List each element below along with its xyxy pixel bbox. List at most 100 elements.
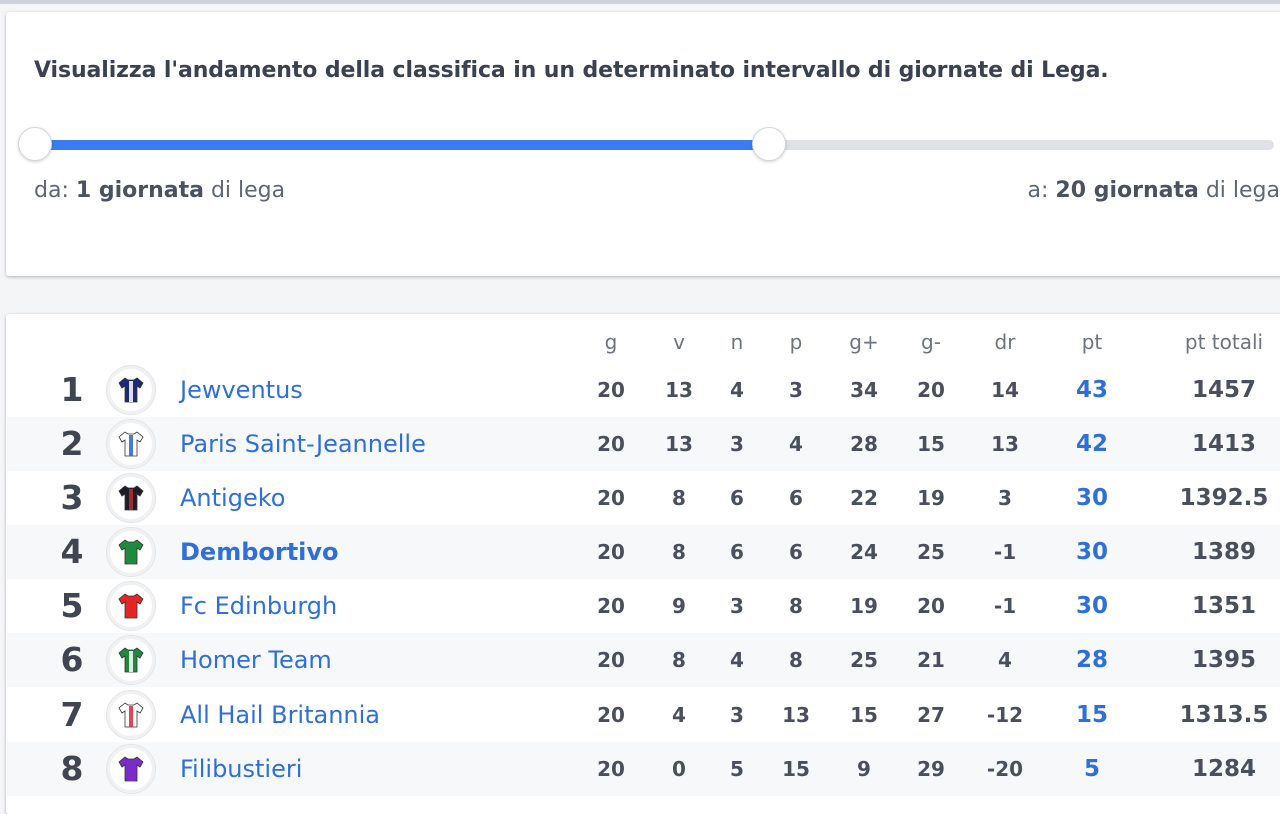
cell-col-n: 6 [730,486,744,510]
shirt-icon [118,539,144,565]
cell-col-ga: 19 [917,486,945,510]
range-slider-start-handle[interactable] [18,127,52,161]
cell-col-gf: 22 [850,486,878,510]
cell-col-v: 9 [672,594,686,618]
cell-col-p: 8 [789,594,803,618]
team-shirt-icon[interactable] [106,419,156,469]
cell-col-v: 8 [672,486,686,510]
cell-col-gf: 24 [850,540,878,564]
cell-col-gf: 15 [850,703,878,727]
team-name-link[interactable]: Filibustieri [180,755,303,783]
cell-col-pt-totali: 1457 [1191,377,1256,403]
rank-number: 7 [60,695,84,734]
cell-col-ga: 25 [917,540,945,564]
range-slider-track[interactable] [34,140,1274,150]
shirt-icon [118,756,144,782]
cell-col-pt-totali: 1413 [1191,431,1256,457]
cell-col-g: 20 [597,594,625,618]
cell-col-ga: 21 [917,648,945,672]
cell-col-p: 6 [789,540,803,564]
header-col-ga[interactable]: g- [921,330,941,354]
team-shirt-icon[interactable] [106,635,156,685]
header-col-p[interactable]: p [789,330,803,354]
shirt-icon [118,377,144,403]
table-row[interactable]: 2 Paris Saint-Jeannelle 20 13 3 4 28 15 13 42 1413 [7,417,1280,471]
rank-number: 3 [60,478,84,517]
team-shirt-icon[interactable] [106,744,156,794]
team-shirt-icon[interactable] [106,690,156,740]
range-slider-end-handle[interactable] [752,127,786,161]
header-col-v[interactable]: v [673,330,685,354]
team-name-link[interactable]: Jewventus [180,376,303,404]
team-shirt-icon[interactable] [106,581,156,631]
cell-col-dr: 3 [998,486,1012,510]
cell-col-dr: -20 [986,757,1024,781]
team-name-link[interactable]: Dembortivo [180,538,339,566]
team-name-link[interactable]: Antigeko [180,484,286,512]
cell-col-pt: 28 [1075,647,1108,673]
cell-col-n: 3 [730,703,744,727]
cell-col-v: 4 [672,703,686,727]
table-row[interactable]: 7 All Hail Britannia 20 4 3 13 15 27 -12 15 1313.5 [7,688,1280,742]
cell-col-pt-totali: 1389 [1191,539,1256,565]
table-row[interactable]: 5 Fc Edinburgh 20 9 3 8 19 20 -1 30 1351 [7,579,1280,633]
cell-col-pt: 42 [1075,431,1108,457]
cell-col-g: 20 [597,486,625,510]
cell-col-pt: 43 [1075,377,1108,403]
cell-col-v: 13 [665,378,693,402]
cell-col-pt-totali: 1284 [1191,756,1256,782]
cell-col-n: 3 [730,594,744,618]
range-from-label: da: 1 giornata di lega [34,178,286,203]
cell-col-ga: 27 [917,703,945,727]
cell-col-dr: 13 [991,432,1019,456]
team-name-link[interactable]: All Hail Britannia [180,701,381,729]
shirt-icon [118,702,144,728]
cell-col-g: 20 [597,378,625,402]
table-row[interactable]: 8 Filibustieri 20 0 5 15 9 29 -20 5 1284 [7,742,1280,796]
cell-col-p: 4 [789,432,803,456]
range-headline: Visualizza l'andamento della classifica … [34,58,1109,83]
cell-col-dr: -1 [993,540,1017,564]
cell-col-gf: 25 [850,648,878,672]
shirt-icon [118,647,144,673]
cell-col-p: 3 [789,378,803,402]
cell-col-pt: 5 [1083,756,1100,782]
header-col-gf[interactable]: g+ [849,330,879,354]
cell-col-pt-totali: 1392.5 [1179,485,1269,511]
cell-col-dr: -1 [993,594,1017,618]
table-row[interactable]: 3 Antigeko 20 8 6 6 22 19 3 30 1392.5 [7,471,1280,525]
range-to-label: a: 20 giornata di lega [1027,178,1280,203]
cell-col-v: 13 [665,432,693,456]
rank-number: 1 [60,370,84,409]
cell-col-g: 20 [597,703,625,727]
table-row[interactable]: 1 Jewventus 20 13 4 3 34 20 14 43 1457 [7,363,1280,417]
team-shirt-icon[interactable] [106,365,156,415]
header-col-n[interactable]: n [730,330,744,354]
cell-col-ga: 20 [917,378,945,402]
cell-col-dr: -12 [986,703,1024,727]
cell-col-v: 8 [672,540,686,564]
team-shirt-icon[interactable] [106,527,156,577]
cell-col-pt: 30 [1075,593,1108,619]
header-col-g[interactable]: g [604,330,618,354]
header-col-pt-totali[interactable]: pt totali [1184,330,1264,354]
header-col-dr[interactable]: dr [994,330,1016,354]
cell-col-pt-totali: 1395 [1191,647,1256,673]
rank-number: 2 [60,424,84,463]
team-shirt-icon[interactable] [106,473,156,523]
table-row[interactable]: 6 Homer Team 20 8 4 8 25 21 4 28 1395 [7,633,1280,687]
cell-col-p: 15 [782,757,810,781]
cell-col-ga: 20 [917,594,945,618]
cell-col-gf: 28 [850,432,878,456]
cell-col-gf: 9 [857,757,871,781]
cell-col-dr: 14 [991,378,1019,402]
team-name-link[interactable]: Fc Edinburgh [180,592,338,620]
cell-col-p: 6 [789,486,803,510]
team-name-link[interactable]: Paris Saint-Jeannelle [180,430,426,458]
team-name-link[interactable]: Homer Team [180,646,332,674]
range-panel: Visualizza l'andamento della classifica … [6,12,1280,276]
cell-col-pt-totali: 1313.5 [1179,702,1269,728]
header-col-pt[interactable]: pt [1081,330,1103,354]
cell-col-ga: 29 [917,757,945,781]
table-row[interactable]: 4 Dembortivo 20 8 6 6 24 25 -1 30 1389 [7,525,1280,579]
